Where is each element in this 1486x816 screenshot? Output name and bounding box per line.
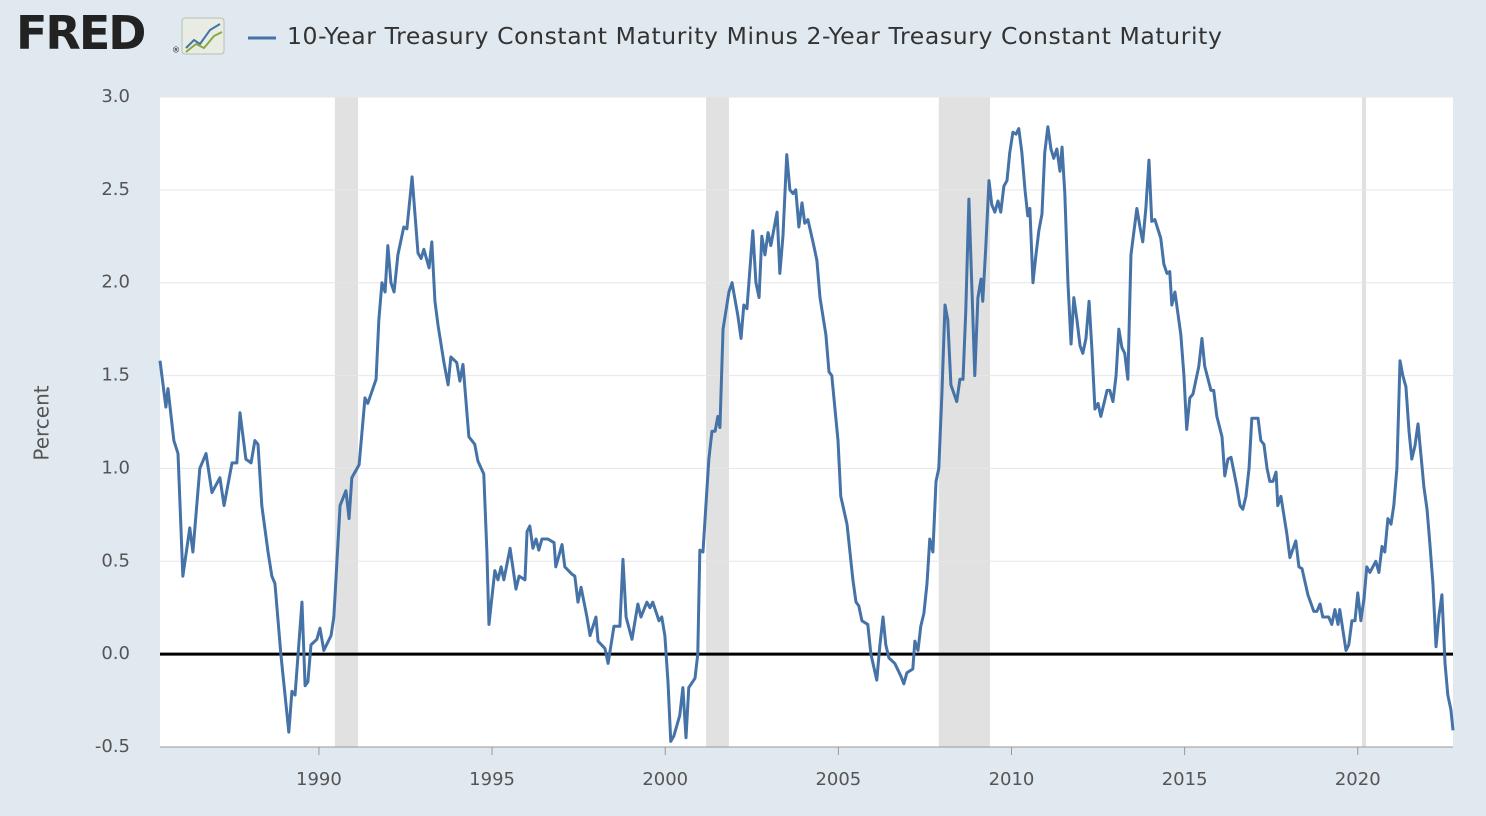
recession-band xyxy=(334,97,359,747)
legend-title: 10-Year Treasury Constant Maturity Minus… xyxy=(287,22,1223,50)
plot-area xyxy=(160,97,1453,747)
x-tick-label: 2010 xyxy=(989,769,1035,790)
y-tick-label: 1.5 xyxy=(101,365,130,386)
y-tick-label: 2.0 xyxy=(101,272,130,293)
y-axis-label: Percent xyxy=(30,385,54,460)
x-tick-label: 2020 xyxy=(1335,769,1381,790)
x-tick-label: 2005 xyxy=(815,769,861,790)
series-line xyxy=(158,125,1455,743)
y-tick-label: -0.5 xyxy=(95,736,130,757)
logo-icon xyxy=(181,17,225,55)
recession-band xyxy=(1361,97,1367,747)
registered-mark: ® xyxy=(172,46,180,55)
y-tick-label: 1.0 xyxy=(101,457,130,478)
y-tick-label: 2.5 xyxy=(101,179,130,200)
x-tick-label: 1990 xyxy=(296,769,342,790)
y-tick-label: 0.0 xyxy=(101,643,130,664)
y-tick-label: 3.0 xyxy=(101,86,130,107)
x-tick-label: 2015 xyxy=(1162,769,1208,790)
x-tick-label: 1995 xyxy=(469,769,515,790)
recession-band xyxy=(938,97,991,747)
logo: FRED xyxy=(16,6,146,60)
x-tick-label: 2000 xyxy=(642,769,688,790)
y-tick-label: 0.5 xyxy=(101,550,130,571)
